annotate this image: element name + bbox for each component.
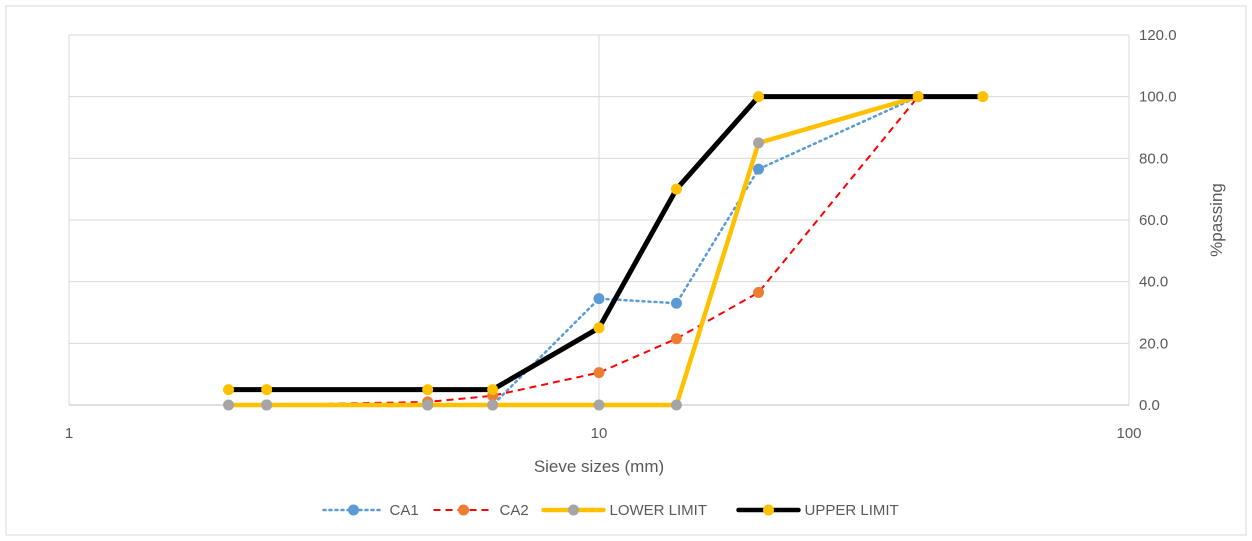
legend-item: CA2 (433, 502, 529, 519)
data-point (753, 137, 765, 149)
data-point (670, 333, 682, 345)
gridlines (68, 34, 1130, 406)
data-point (422, 399, 434, 411)
legend: CA1 CA2 LOWER LIMIT UPPER LIMIT (322, 502, 899, 519)
y-axis-title: %passing (1207, 183, 1226, 257)
legend-item: UPPER LIMIT (736, 502, 899, 519)
data-point (261, 384, 273, 396)
data-point (753, 286, 765, 298)
data-point (593, 367, 605, 379)
x-tick-label: 100 (1116, 425, 1141, 442)
y-tick-label: 60.0 (1139, 212, 1168, 229)
legend-item: CA1 (322, 502, 419, 519)
y-tick-label: 40.0 (1139, 274, 1168, 291)
data-point (670, 297, 682, 309)
legend-swatch-marker (348, 504, 359, 516)
y-tick-label: 80.0 (1139, 150, 1168, 167)
data-point (593, 322, 605, 334)
legend-swatch-marker (763, 504, 774, 516)
y-tick-label: 120.0 (1139, 27, 1177, 44)
y-tick-label: 20.0 (1139, 335, 1168, 352)
data-point (670, 399, 682, 411)
legend-swatch-marker (458, 504, 469, 516)
legend-label: CA1 (390, 502, 419, 519)
data-point (753, 163, 765, 175)
data-point (753, 91, 765, 103)
data-point (912, 91, 924, 103)
y-tick-label: 100.0 (1139, 89, 1177, 106)
data-point (593, 399, 605, 411)
data-point (223, 399, 235, 411)
series-layer (223, 91, 989, 411)
data-point (422, 384, 434, 396)
y-tick-label: 0.0 (1139, 397, 1160, 414)
series-upper-limit (223, 91, 989, 396)
data-point (487, 384, 499, 396)
legend-item: LOWER LIMIT (541, 502, 708, 519)
series-line (226, 94, 921, 408)
legend-label: UPPER LIMIT (805, 502, 899, 519)
legend-label: LOWER LIMIT (610, 502, 708, 519)
data-point (261, 399, 273, 411)
legend-label: CA2 (500, 502, 529, 519)
data-point (977, 91, 989, 103)
x-tick-label: 10 (591, 425, 608, 442)
axes: 0.0 20.0 40.0 60.0 80.0 100.0 120.0 1 10 100 (65, 27, 1177, 442)
x-tick-label: 1 (65, 425, 73, 442)
data-point (670, 183, 682, 195)
data-point (593, 293, 605, 305)
data-point (487, 399, 499, 411)
legend-swatch-marker (568, 504, 579, 516)
data-point (223, 384, 235, 396)
chart-border (5, 5, 1247, 536)
x-axis-title: Sieve sizes (mm) (534, 457, 664, 476)
